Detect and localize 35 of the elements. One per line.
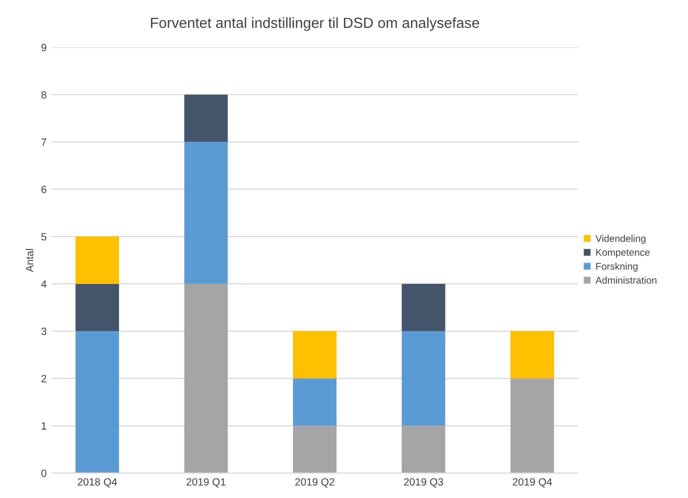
bar — [510, 378, 554, 474]
bar — [402, 426, 446, 474]
bar — [510, 331, 554, 378]
y-tick-label: 7 — [41, 138, 46, 146]
x-tick-label: 2019 Q2 — [295, 478, 334, 488]
legend-label: Forskning — [596, 262, 638, 272]
bar — [402, 284, 446, 332]
y-tick-label: 9 — [41, 44, 46, 52]
y-tick-label: 3 — [41, 328, 46, 336]
y-tick-label: 5 — [41, 233, 46, 240]
legend-label: Kompetence — [596, 249, 650, 258]
legend-label: Videndeling — [595, 234, 646, 244]
y-tick-label: 6 — [41, 186, 46, 194]
bar — [293, 331, 337, 378]
bar — [184, 94, 228, 142]
bar — [76, 236, 120, 284]
y-tick-label: 4 — [41, 280, 46, 288]
bar — [76, 331, 120, 474]
y-tick-label: 8 — [41, 91, 46, 98]
x-tick-label: 2018 Q4 — [78, 478, 117, 488]
y-axis-title: Antal — [26, 249, 34, 272]
bar — [76, 284, 120, 332]
bar — [184, 142, 228, 284]
x-tick-label: 2019 Q3 — [404, 478, 444, 488]
y-tick-label: 0 — [41, 470, 46, 477]
x-tick-label: 2019 Q4 — [512, 478, 552, 488]
y-tick-label: 1 — [42, 422, 46, 430]
bar — [293, 378, 337, 426]
x-tick-label: 2019 Q1 — [186, 478, 226, 488]
bar — [402, 331, 446, 426]
bar — [184, 284, 228, 474]
y-tick-label: 2 — [41, 374, 46, 382]
legend-label: Administration — [595, 276, 656, 284]
bar — [293, 426, 337, 474]
chart-title: Forventet antal indstillinger til DSD om analysefase — [151, 17, 480, 31]
